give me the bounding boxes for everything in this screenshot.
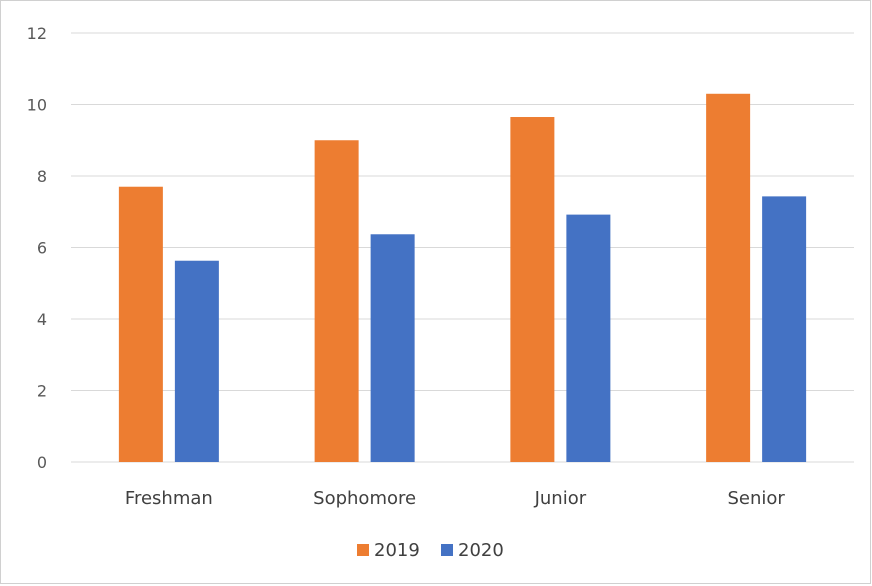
legend-label: 2019 [374, 540, 420, 561]
bar-2020-junior [566, 214, 611, 462]
bar-2019-senior [706, 93, 751, 463]
y-tick-label: 2 [37, 382, 47, 401]
bar-2019-junior [510, 117, 555, 462]
y-tick-label: 0 [37, 453, 47, 472]
legend-swatch-2020 [441, 544, 453, 556]
bar-2020-senior [762, 196, 807, 462]
x-category-label: Freshman [125, 488, 213, 509]
bar-2020-sophomore [370, 234, 415, 462]
x-category-label: Sophomore [313, 488, 416, 509]
y-tick-label: 6 [37, 239, 47, 258]
y-tick-label: 4 [37, 310, 47, 329]
legend-swatch-2019 [357, 544, 369, 556]
y-tick-label: 12 [27, 24, 47, 43]
x-category-label: Senior [727, 488, 785, 509]
bar-2019-freshman [118, 186, 163, 462]
legend-label: 2020 [458, 540, 504, 561]
bar-2020-freshman [174, 260, 219, 462]
x-category-label: Junior [534, 488, 587, 509]
bar-2019-sophomore [314, 140, 359, 462]
y-tick-label: 10 [27, 96, 47, 115]
y-tick-label: 8 [37, 167, 47, 186]
